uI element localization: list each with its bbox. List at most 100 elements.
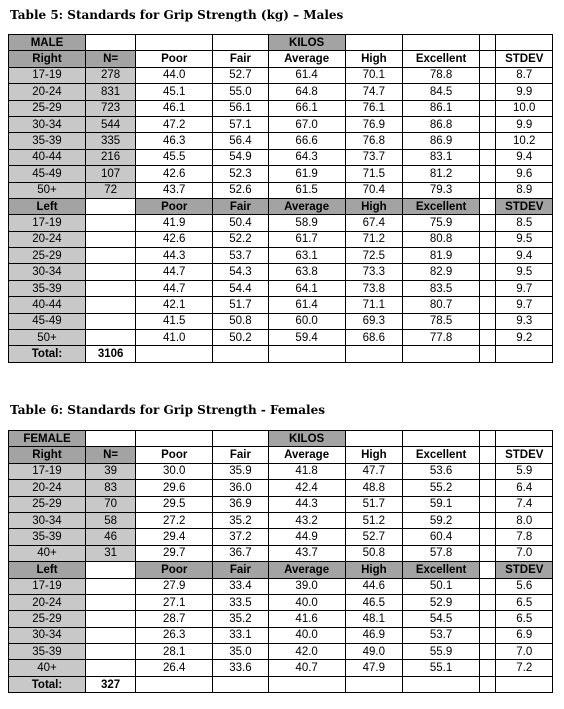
value-cell: 8.9 xyxy=(495,181,553,199)
value-cell: 9.9 xyxy=(495,83,553,101)
data-row-left: 30-34 26.3 33.1 40.0 46.9 53.7 6.9 xyxy=(8,626,553,645)
value-cell: 73.8 xyxy=(344,279,404,298)
gap-cell xyxy=(479,643,497,661)
data-row-right: 45-49 107 42.6 52.3 61.9 71.5 81.2 9.6 xyxy=(8,165,553,183)
column-header: Excellent xyxy=(402,561,481,579)
total-value: 3106 xyxy=(84,345,137,363)
n-empty xyxy=(84,296,137,314)
data-row-left: 35-39 44.7 54.4 64.1 73.8 83.5 9.7 xyxy=(8,279,553,298)
column-header: Poor xyxy=(135,50,214,68)
value-cell: 67.0 xyxy=(267,115,346,134)
gap-cell xyxy=(479,296,497,314)
column-header: Fair xyxy=(212,561,269,579)
column-header: Poor xyxy=(135,197,214,216)
value-cell: 49.0 xyxy=(344,643,404,661)
value-cell: 59.4 xyxy=(267,329,346,347)
value-cell: 56.1 xyxy=(212,99,269,117)
header-empty-high xyxy=(344,33,404,52)
data-row-right: 40-44 216 45.5 54.9 64.3 73.7 83.1 9.4 xyxy=(8,148,553,167)
value-cell: 75.9 xyxy=(402,214,481,232)
gap-cell xyxy=(479,148,497,167)
value-cell: 29.4 xyxy=(135,528,214,546)
gap-cell xyxy=(479,561,497,579)
group-label: FEMALE xyxy=(8,429,86,448)
total-label: Total: xyxy=(8,345,86,363)
sample-count: 544 xyxy=(84,115,137,134)
value-cell: 9.4 xyxy=(495,148,553,167)
age-group: 30-34 xyxy=(8,115,86,134)
age-group: 45-49 xyxy=(8,165,86,183)
value-cell: 78.5 xyxy=(402,312,481,331)
value-cell: 86.1 xyxy=(402,99,481,117)
column-header: STDEV xyxy=(495,197,553,216)
sample-count: 335 xyxy=(84,132,137,150)
value-cell: 9.7 xyxy=(495,296,553,314)
value-cell: 40.0 xyxy=(267,593,346,612)
sample-count: 723 xyxy=(84,99,137,117)
age-group: 40+ xyxy=(8,544,86,563)
value-cell: 46.9 xyxy=(344,626,404,645)
header-empty-n xyxy=(84,429,137,448)
value-cell: 36.0 xyxy=(212,479,269,497)
age-group: 20-24 xyxy=(8,83,86,101)
n-empty xyxy=(84,626,137,645)
value-cell: 82.9 xyxy=(402,263,481,281)
n-empty xyxy=(84,593,137,612)
value-cell: 48.8 xyxy=(344,479,404,497)
sample-count: 831 xyxy=(84,83,137,101)
total-empty xyxy=(212,675,269,694)
n-empty xyxy=(84,561,137,579)
total-empty xyxy=(267,345,346,363)
gap-cell xyxy=(479,214,497,232)
age-group: 25-29 xyxy=(8,247,86,265)
gap-cell xyxy=(479,462,497,481)
value-cell: 56.4 xyxy=(212,132,269,150)
value-cell: 9.9 xyxy=(495,115,553,134)
value-cell: 54.9 xyxy=(212,148,269,167)
value-cell: 44.7 xyxy=(135,279,214,298)
value-cell: 29.7 xyxy=(135,544,214,563)
value-cell: 8.5 xyxy=(495,214,553,232)
value-cell: 72.5 xyxy=(344,247,404,265)
age-group: 25-29 xyxy=(8,610,86,628)
header-empty-fair xyxy=(212,429,269,448)
n-empty xyxy=(84,263,137,281)
unit-label: KILOS xyxy=(267,33,346,52)
sample-count: 46 xyxy=(84,528,137,546)
data-row-left: 20-24 42.6 52.2 61.7 71.2 80.8 9.5 xyxy=(8,230,553,249)
total-row: Total: 3106 xyxy=(8,345,553,363)
age-group: 35-39 xyxy=(8,528,86,546)
data-row-right: 17-19 39 30.0 35.9 41.8 47.7 53.6 5.9 xyxy=(8,462,553,481)
value-cell: 45.1 xyxy=(135,83,214,101)
column-header: Average xyxy=(267,50,346,68)
value-cell: 57.8 xyxy=(402,544,481,563)
gap-cell xyxy=(479,66,497,85)
age-group: 20-24 xyxy=(8,479,86,497)
n-empty xyxy=(84,197,137,216)
data-row-left: 40-44 42.1 51.7 61.4 71.1 80.7 9.7 xyxy=(8,296,553,314)
value-cell: 7.2 xyxy=(495,659,553,677)
header-empty-stdev xyxy=(495,33,553,52)
total-empty xyxy=(402,675,481,694)
data-row-right: 25-29 70 29.5 36.9 44.3 51.7 59.1 7.4 xyxy=(8,495,553,513)
column-header: Fair xyxy=(212,50,269,68)
value-cell: 50.1 xyxy=(402,577,481,595)
total-empty xyxy=(479,345,497,363)
gap-cell xyxy=(479,479,497,497)
gap-cell xyxy=(479,263,497,281)
value-cell: 86.8 xyxy=(402,115,481,134)
sample-count: 83 xyxy=(84,479,137,497)
value-cell: 77.8 xyxy=(402,329,481,347)
header-empty-poor xyxy=(135,429,214,448)
header-row-right: Right N= Poor Fair Average High Excellent STDEV xyxy=(8,446,553,464)
age-group: 25-29 xyxy=(8,495,86,513)
value-cell: 33.4 xyxy=(212,577,269,595)
sample-count: 31 xyxy=(84,544,137,563)
value-cell: 35.2 xyxy=(212,610,269,628)
data-row-right: 17-19 278 44.0 52.7 61.4 70.1 78.8 8.7 xyxy=(8,66,553,85)
gap-cell xyxy=(479,544,497,563)
n-empty xyxy=(84,659,137,677)
value-cell: 50.2 xyxy=(212,329,269,347)
data-row-left: 25-29 44.3 53.7 63.1 72.5 81.9 9.4 xyxy=(8,247,553,265)
value-cell: 36.9 xyxy=(212,495,269,513)
